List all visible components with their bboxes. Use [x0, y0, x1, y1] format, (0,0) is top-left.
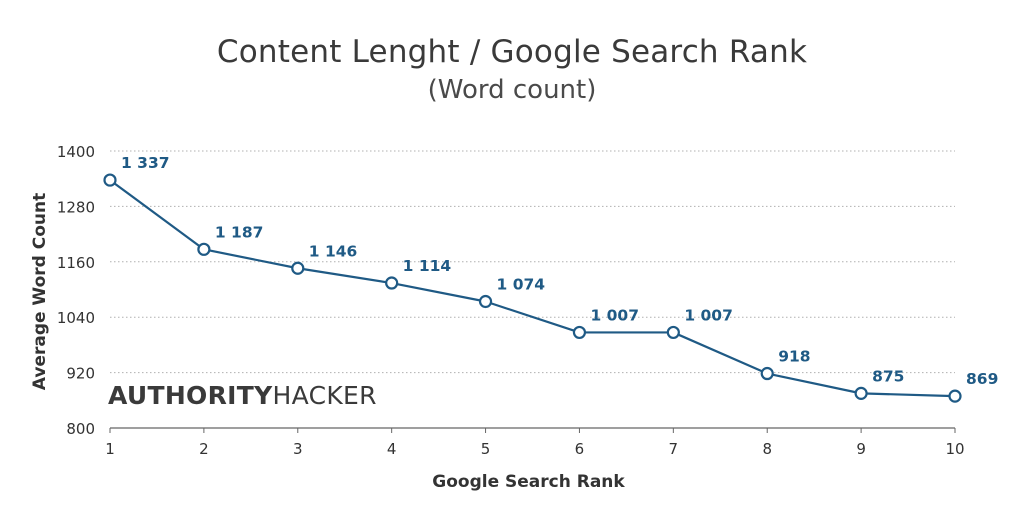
x-axis-title: Google Search Rank [432, 472, 625, 492]
data-label: 1 337 [121, 154, 170, 172]
y-tick-label: 1400 [57, 143, 95, 161]
series-line [109, 179, 956, 398]
data-point [948, 389, 962, 403]
data-label: 1 007 [590, 306, 639, 324]
data-point [854, 386, 868, 400]
data-markers [103, 173, 962, 403]
data-point [666, 325, 680, 340]
chart-title: Content Lenght / Google Search Rank [216, 34, 808, 70]
data-label: 875 [872, 367, 904, 385]
y-tick-label: 1160 [57, 254, 95, 272]
data-label: 1 074 [497, 276, 546, 294]
data-label: 1 114 [403, 257, 452, 275]
x-tick-label: 8 [762, 440, 772, 458]
brand-logo-light: HACKER [272, 381, 377, 410]
y-tick-label: 920 [66, 365, 95, 383]
y-tick-label: 1280 [57, 198, 95, 216]
x-tick-label: 6 [575, 440, 585, 458]
grid-lines [110, 150, 955, 374]
data-point [478, 294, 493, 309]
data-label: 1 007 [684, 306, 733, 324]
data-point [197, 242, 211, 256]
series-line [109, 179, 956, 398]
data-point [385, 276, 399, 290]
y-axis-title: Average Word Count [30, 193, 50, 390]
data-point [103, 173, 117, 187]
data-point [291, 261, 305, 275]
x-tick-label: 10 [945, 440, 964, 458]
data-point [572, 325, 587, 340]
y-tick-label: 1040 [57, 309, 95, 327]
x-tick-label: 7 [669, 440, 679, 458]
x-tick-label: 1 [105, 440, 115, 458]
brand-logo: AUTHORITYHACKER [108, 381, 377, 411]
x-tick-label: 5 [481, 440, 491, 458]
data-point [760, 366, 774, 381]
data-label: 1 146 [309, 242, 358, 260]
x-tick-label: 4 [387, 440, 397, 458]
x-tick-label: 9 [856, 440, 866, 458]
chart-header: Content Lenght / Google Search Rank (Wor… [0, 32, 1024, 106]
chart-subtitle: (Word count) [427, 75, 597, 105]
data-label: 918 [778, 348, 810, 366]
x-tick-label: 3 [293, 440, 303, 458]
y-tick-label: 800 [66, 420, 95, 438]
axes: 800 920 1040 1160 1280 1400 1 2 3 4 5 6 7 8 9 10 Google … [30, 143, 965, 492]
data-label: 869 [966, 370, 998, 388]
data-labels: 1 337 1 187 1 146 1 114 1 074 1 007 1 007 918 87… [121, 154, 998, 388]
brand-logo-strong: AUTHORITY [108, 381, 273, 410]
x-tick-label: 2 [199, 440, 209, 458]
data-label: 1 187 [215, 223, 264, 241]
